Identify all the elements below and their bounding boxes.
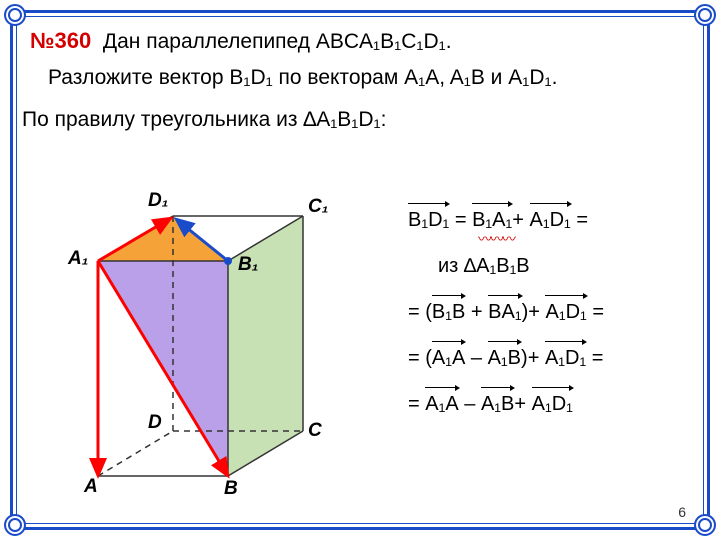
vertex-label-C1: C₁ xyxy=(308,196,328,218)
wavy-underline: 〰〰〰 xyxy=(478,230,514,250)
vec: A₁B xyxy=(488,344,521,372)
math-row-3: = (B₁B + BA₁)+ A₁D₁ = xyxy=(408,298,720,326)
math-row-2: из ∆A₁B₁B xyxy=(438,252,720,280)
page-number: 6 xyxy=(678,504,686,520)
vertex-label-A: A xyxy=(84,476,98,498)
vec: A₁D₁ xyxy=(530,206,571,234)
math-row-4: = (A₁A – A₁B)+ A₁D₁ = xyxy=(408,344,720,372)
vertex-label-A1: A₁ xyxy=(68,248,88,270)
vec: A₁B xyxy=(481,390,514,418)
heading-line: №360 Дан параллелепипед ABCA₁B₁C₁D₁. xyxy=(30,28,690,54)
problem-number: №360 xyxy=(30,28,91,53)
vec: A₁D₁ xyxy=(545,344,586,372)
vec: A₁A xyxy=(425,390,458,418)
parallelepiped-diagram: A B C D A₁ B₁ C₁ D₁ xyxy=(38,176,368,516)
vertex-label-B: B xyxy=(224,478,238,500)
corner-ornament xyxy=(694,4,716,26)
math-row-5: = A₁A – A₁B+ A₁D₁ xyxy=(408,390,720,418)
vec: A₁A xyxy=(432,344,465,372)
vec: A₁D₁ xyxy=(532,390,573,418)
vec: B₁D₁ xyxy=(408,206,449,234)
corner-ornament xyxy=(694,514,716,536)
vertex-label-C: C xyxy=(308,420,322,442)
vertex-label-D1: D₁ xyxy=(148,190,168,212)
content: №360 Дан параллелепипед ABCA₁B₁C₁D₁. Раз… xyxy=(30,26,690,514)
corner-ornament xyxy=(4,4,26,26)
corner-ornament xyxy=(4,514,26,536)
vec: BA₁ xyxy=(488,298,521,326)
vertex-label-D: D xyxy=(148,412,162,434)
slide: №360 Дан параллелепипед ABCA₁B₁C₁D₁. Раз… xyxy=(0,0,720,540)
vec: A₁D₁ xyxy=(545,298,586,326)
rule-line: По правилу треугольника из ∆A₁B₁D₁: xyxy=(22,108,690,132)
vertex-label-B1: B₁ xyxy=(238,254,258,276)
vec: B₁B xyxy=(432,298,465,326)
task-line: Разложите вектор B₁D₁ по векторам A₁A, A… xyxy=(48,66,690,90)
math-row-1: B₁D₁ = B₁A₁+ A₁D₁ = 〰〰〰 xyxy=(408,206,720,234)
math-column: B₁D₁ = B₁A₁+ A₁D₁ = 〰〰〰 из ∆A₁B₁B = (B₁B… xyxy=(408,206,720,436)
given-text: Дан параллелепипед ABCA₁B₁C₁D₁. xyxy=(103,30,452,53)
parallelepiped-svg xyxy=(38,176,368,516)
